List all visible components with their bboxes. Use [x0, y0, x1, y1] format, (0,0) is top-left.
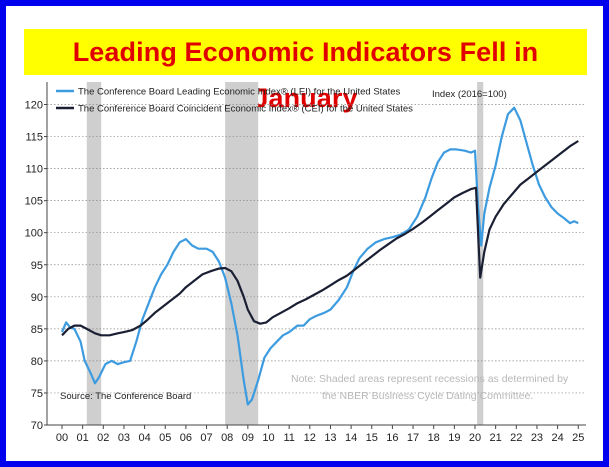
y-tick-label: 85: [31, 324, 43, 336]
x-tick-label: 07: [200, 432, 212, 444]
source-label: Source: The Conference Board: [60, 391, 191, 402]
y-tick-label: 120: [25, 100, 43, 112]
x-tick-label: 10: [262, 432, 274, 444]
x-tick-label: 08: [221, 432, 233, 444]
y-tick-label: 80: [31, 356, 43, 368]
x-tick-label: 14: [345, 432, 357, 444]
x-tick-label: 04: [138, 432, 150, 444]
x-tick-label: 25: [572, 432, 584, 444]
y-tick-label: 90: [31, 292, 43, 304]
x-tick-label: 23: [531, 432, 543, 444]
x-tick-label: 24: [551, 432, 563, 444]
x-tick-label: 22: [510, 432, 522, 444]
x-tick-label: 18: [428, 432, 440, 444]
recession-band-1: [225, 82, 259, 425]
x-tick-label: 13: [324, 432, 336, 444]
lei-series-line: [60, 106, 579, 406]
index-base-label: Index (2016=100): [432, 89, 507, 100]
x-tick-label: 00: [56, 432, 68, 444]
y-tick-label: 105: [25, 196, 43, 208]
x-tick-label: 05: [159, 432, 171, 444]
x-tick-label: 09: [242, 432, 254, 444]
legend-label-lei: The Conference Board Leading Economic In…: [78, 87, 401, 98]
x-tick-label: 06: [180, 432, 192, 444]
x-tick-label: 03: [118, 432, 130, 444]
y-tick-label: 75: [31, 388, 43, 400]
x-tick-label: 16: [386, 432, 398, 444]
legend-label-cei: The Conference Board Coincident Economic…: [78, 104, 413, 115]
y-tick-label: 95: [31, 260, 43, 272]
y-tick-label: 100: [25, 228, 43, 240]
headline-banner: Leading Economic Indicators Fell in Janu…: [24, 29, 587, 113]
note-line-1: Note: Shaded areas represent recessions …: [291, 373, 569, 385]
x-tick-label: 02: [97, 432, 109, 444]
x-tick-label: 11: [283, 432, 294, 444]
note-line-2: the NBER Business Cycle Dating Committee…: [322, 390, 533, 402]
x-tick-label: 01: [77, 432, 89, 444]
x-tick-label: 21: [490, 432, 502, 444]
recession-band-0: [86, 82, 102, 425]
headline-title: Leading Economic Indicators Fell in Janu…: [72, 37, 539, 113]
x-tick-label: 17: [407, 432, 419, 444]
x-tick-label: 12: [304, 432, 316, 444]
x-tick-label: 15: [366, 432, 378, 444]
cei-series-line: [61, 140, 579, 337]
y-tick-label: 110: [25, 164, 43, 176]
x-tick-label: 19: [448, 432, 460, 444]
y-tick-label: 115: [25, 132, 43, 144]
x-tick-label: 20: [469, 432, 481, 444]
y-tick-label: 70: [31, 420, 43, 432]
